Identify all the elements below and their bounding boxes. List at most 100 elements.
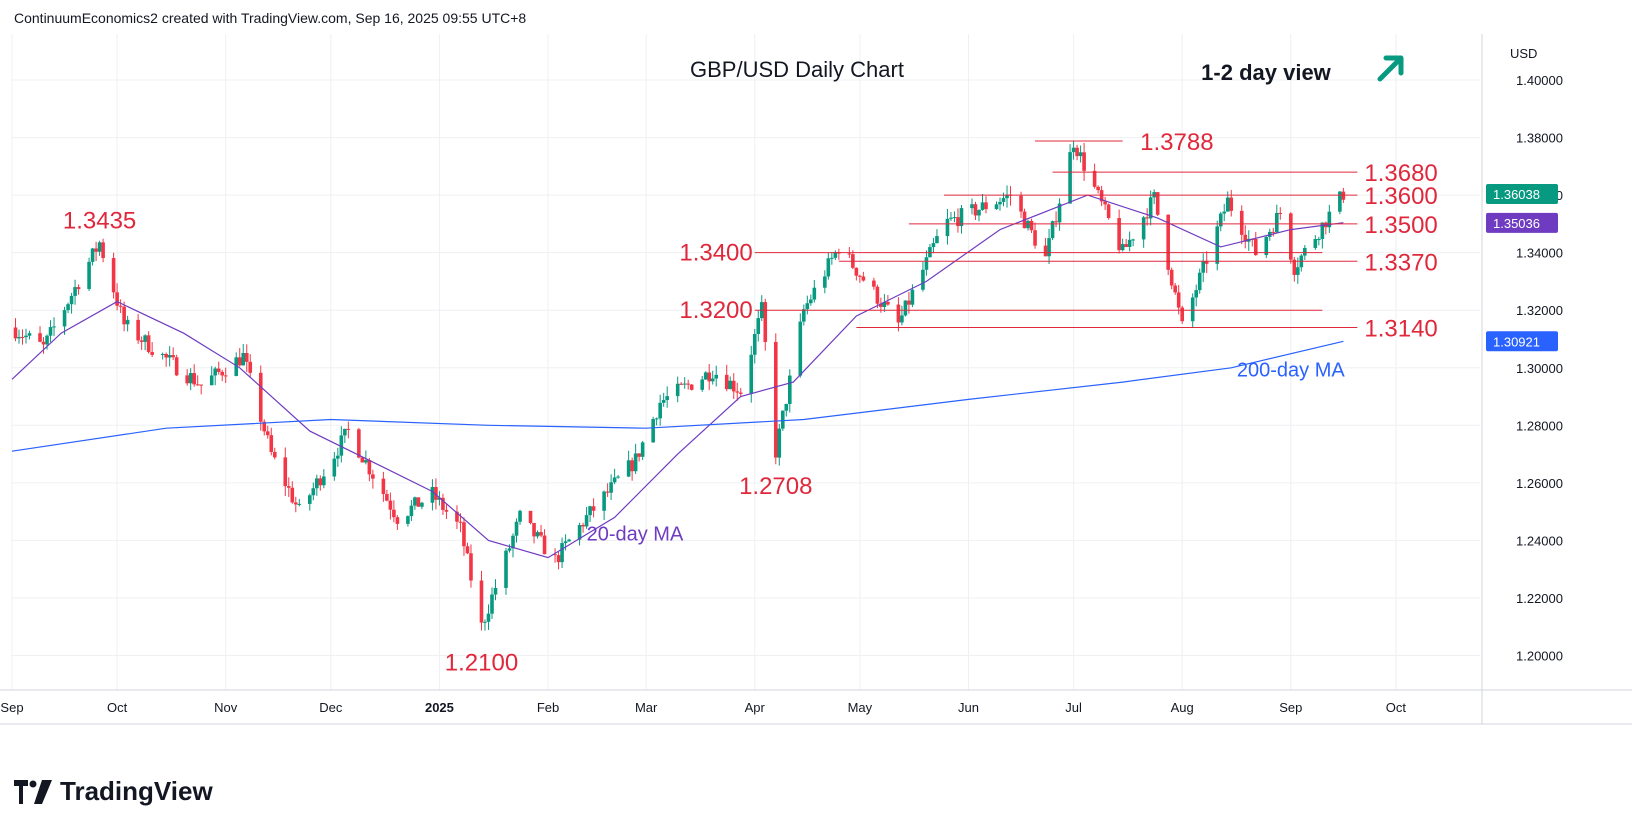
candle-up — [584, 515, 589, 527]
candle-up — [17, 336, 21, 339]
candle-down — [395, 517, 400, 524]
candle-down — [216, 368, 221, 372]
candle-down — [542, 535, 547, 555]
candle-down — [171, 355, 175, 358]
candle-up — [493, 587, 498, 595]
candle-up — [1141, 217, 1146, 240]
candle-up — [1313, 239, 1318, 248]
candle-up — [784, 403, 789, 411]
tradingview-brand[interactable]: TradingView — [14, 776, 213, 807]
candle-up — [802, 309, 806, 322]
candle-up — [1201, 260, 1206, 273]
candle-up — [1225, 197, 1230, 212]
candle-down — [434, 487, 438, 500]
candle-down — [318, 478, 323, 486]
candle-down — [94, 248, 98, 252]
candle-up — [994, 204, 999, 210]
candle-down — [875, 286, 880, 304]
candle-down — [444, 509, 449, 512]
candle-up — [830, 257, 834, 259]
annotation-label: 1.3400 — [679, 240, 752, 267]
x-tick-label: Jun — [958, 700, 979, 715]
candle-up — [514, 521, 519, 536]
candle-down — [738, 392, 743, 394]
candle-down — [458, 521, 463, 523]
y-tick-label: 1.20000 — [1516, 648, 1563, 663]
y-tick-label: 1.30000 — [1516, 361, 1563, 376]
level-label: 1.3788 — [1140, 129, 1213, 156]
candle-up — [1320, 222, 1325, 240]
candle-up — [602, 491, 606, 511]
candle-up — [1078, 152, 1083, 157]
candle-down — [346, 428, 351, 430]
chart-credit: ContinuumEconomics2 created with Trading… — [14, 10, 527, 26]
candle-up — [616, 476, 620, 478]
candle-up — [90, 248, 95, 262]
ma20-line — [11, 194, 1344, 559]
candle-down — [605, 491, 610, 493]
candle-up — [1296, 267, 1300, 275]
candle-down — [858, 275, 862, 277]
x-tick-label: Feb — [537, 700, 559, 715]
candle-up — [486, 613, 491, 622]
candle-down — [290, 487, 295, 503]
candle-down — [244, 353, 249, 362]
candle-up — [1264, 236, 1269, 256]
candle-down — [122, 306, 126, 325]
candle-up — [626, 460, 631, 477]
candle-up — [882, 301, 887, 307]
candle-down — [763, 302, 768, 342]
candle-down — [1103, 201, 1107, 205]
candle-up — [1127, 239, 1132, 247]
candle-down — [637, 453, 641, 457]
level-label: 1.3370 — [1364, 249, 1437, 276]
candle-down — [581, 525, 585, 527]
candle-up — [977, 209, 981, 216]
candle-down — [896, 304, 901, 323]
ma200-line — [11, 340, 1344, 452]
candle-down — [139, 340, 144, 342]
candle-up — [959, 208, 964, 227]
x-tick-label: Aug — [1171, 700, 1194, 715]
candle-down — [146, 335, 151, 353]
candle-up — [322, 476, 326, 486]
candle-up — [1005, 194, 1009, 199]
candle-up — [437, 497, 442, 500]
candle-down — [1166, 214, 1170, 270]
annotation-label: 1.3435 — [63, 208, 136, 235]
candle-down — [150, 352, 154, 355]
candle-up — [910, 289, 915, 305]
x-tick-label: Apr — [745, 700, 766, 715]
candle-down — [724, 374, 729, 390]
candle-up — [900, 315, 904, 323]
candle-up — [612, 477, 617, 483]
candle-up — [588, 506, 592, 516]
candle-down — [1341, 191, 1346, 200]
candle-up — [1222, 211, 1227, 214]
candle-down — [220, 371, 225, 376]
candle-up — [45, 335, 49, 345]
candle-down — [360, 457, 365, 463]
y-tick-label: 1.24000 — [1516, 533, 1563, 548]
x-tick-label: 2025 — [425, 700, 454, 715]
candle-down — [192, 373, 196, 385]
candle-down — [1180, 307, 1184, 322]
candle-down — [262, 421, 267, 432]
arrow-shaft — [1377, 56, 1403, 82]
candle-up — [710, 378, 715, 382]
candle-down — [101, 242, 105, 259]
candle-down — [879, 303, 883, 307]
candle-down — [1054, 221, 1058, 223]
candle-up — [563, 541, 568, 544]
brand-name: TradingView — [60, 776, 213, 806]
candle-down — [630, 460, 634, 472]
x-tick-label: Sep — [1279, 700, 1302, 715]
candle-up — [682, 383, 687, 385]
candle-up — [409, 505, 414, 517]
candle-up — [809, 299, 813, 304]
level-label: 1.3140 — [1364, 315, 1437, 342]
candle-up — [1190, 297, 1195, 322]
candle-up — [1071, 147, 1076, 153]
candle-up — [1047, 238, 1051, 257]
